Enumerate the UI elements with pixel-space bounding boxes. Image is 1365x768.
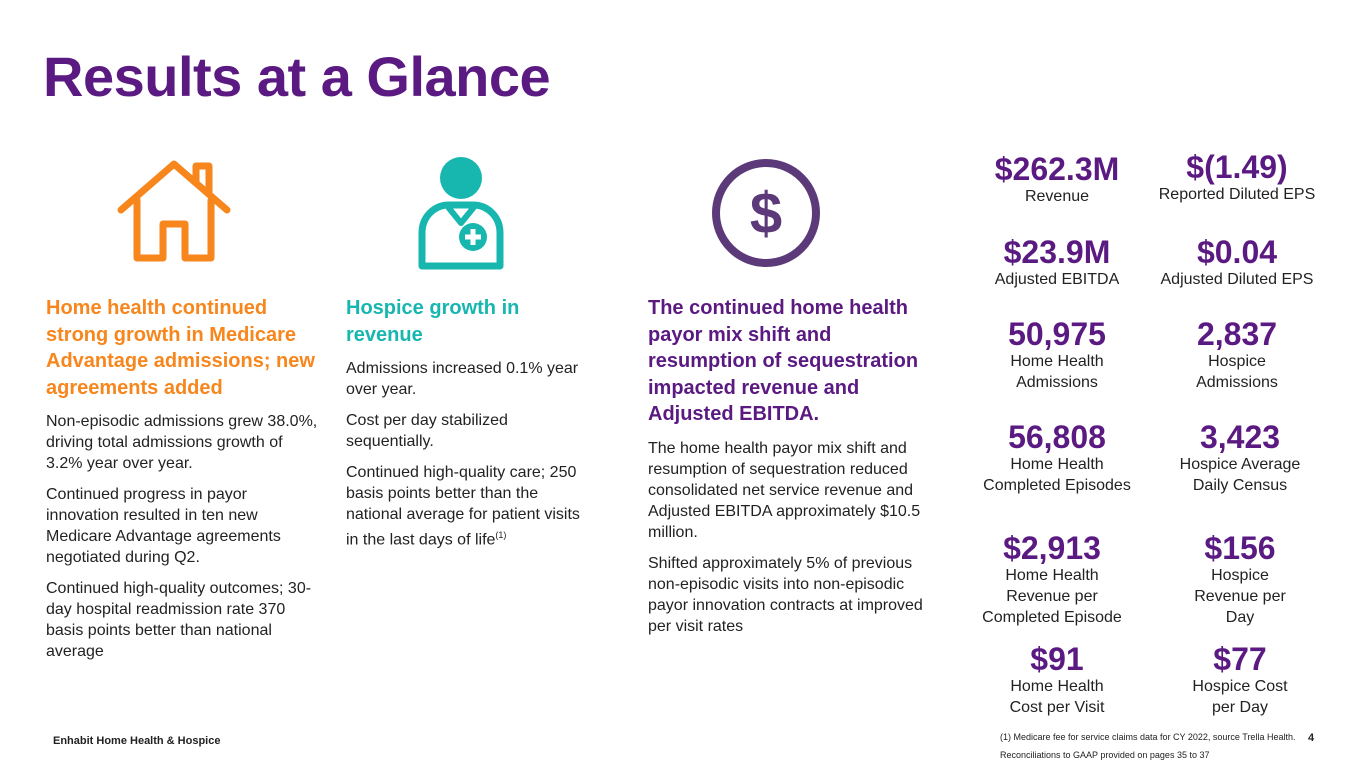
stat-value: $(1.49) (1186, 149, 1288, 185)
payor-mix-paragraph: The home health payor mix shift and resu… (648, 439, 921, 541)
stat-hh-rev-episode: $2,913 Home Health Revenue per Completed… (962, 531, 1142, 628)
home-health-heading: Home health continued strong growth in M… (46, 297, 315, 399)
hospice-heading: Hospice growth in revenue (346, 297, 520, 346)
footer-brand: Enhabit Home Health & Hospice (53, 735, 221, 747)
stat-hh-admissions: 50,975 Home Health Admissions (992, 317, 1122, 393)
footnote-source: (1) Medicare fee for service claims data… (1000, 732, 1296, 742)
stat-revenue: $262.3M Revenue (962, 152, 1152, 207)
stat-value: $0.04 (1196, 234, 1278, 270)
home-health-paragraph: Continued progress in payor innovation r… (46, 486, 281, 566)
stat-value: $23.9M (1003, 234, 1111, 270)
stat-value: 56,808 (1008, 419, 1106, 455)
stat-label: Hospice Cost per Day (1192, 678, 1288, 716)
stat-value: $2,913 (1003, 530, 1101, 566)
stat-hh-episodes: 56,808 Home Health Completed Episodes (962, 420, 1152, 496)
house-icon (117, 160, 231, 262)
footnote-marker: (1) (495, 530, 507, 540)
dollar-circle-icon: $ (712, 159, 820, 267)
stat-label: Hospice Revenue per Day (1194, 567, 1286, 626)
stat-value: $77 (1213, 641, 1267, 677)
stat-label: Home Health Admissions (1010, 353, 1104, 391)
stat-label: Hospice Average Daily Census (1179, 456, 1301, 494)
nurse-icon (418, 157, 504, 270)
stat-label: Revenue (1024, 188, 1090, 205)
payor-mix-heading: The continued home health payor mix shif… (648, 297, 919, 425)
home-health-paragraph: Non-episodic admissions grew 38.0%, driv… (46, 413, 318, 472)
hospice-quality-text: Continued high-quality care; 250 basis p… (346, 464, 580, 549)
stat-value: 2,837 (1196, 316, 1278, 352)
stat-label: Home Health Completed Episodes (983, 456, 1131, 494)
stat-hospice-rev-day: $156 Hospice Revenue per Day (1180, 531, 1300, 628)
stat-label: Home Health Cost per Visit (1009, 678, 1105, 716)
hospice-column: Hospice growth in revenue Admissions inc… (346, 295, 590, 560)
stat-label: Home Health Revenue per Completed Episod… (982, 567, 1122, 626)
stat-reported-eps: $(1.49) Reported Diluted EPS (1142, 150, 1332, 205)
footnote-reconciliation: Reconciliations to GAAP provided on page… (1000, 750, 1210, 760)
stat-hh-cost-visit: $91 Home Health Cost per Visit (992, 642, 1122, 718)
stat-label: Adjusted Diluted EPS (1160, 271, 1314, 288)
stat-value: $156 (1204, 530, 1276, 566)
page-title: Results at a Glance (43, 45, 551, 108)
hospice-paragraph: Continued high-quality care; 250 basis p… (346, 462, 590, 550)
stat-hospice-admissions: 2,837 Hospice Admissions (1177, 317, 1297, 393)
stat-label: Reported Diluted EPS (1158, 186, 1316, 203)
home-health-column: Home health continued strong growth in M… (46, 295, 322, 672)
stat-adj-ebitda: $23.9M Adjusted EBITDA (962, 235, 1152, 290)
stat-value: $262.3M (994, 151, 1120, 187)
hospice-paragraph: Cost per day stabilized sequentially. (346, 412, 508, 450)
stat-hospice-adc: 3,423 Hospice Average Daily Census (1160, 420, 1320, 496)
stat-value: 50,975 (1008, 316, 1106, 352)
home-health-paragraph: Continued high-quality outcomes; 30-day … (46, 580, 312, 660)
stat-adj-eps: $0.04 Adjusted Diluted EPS (1142, 235, 1332, 290)
page-number: 4 (1308, 732, 1315, 744)
hospice-paragraph: Admissions increased 0.1% year over year… (346, 360, 579, 398)
stat-label: Hospice Admissions (1196, 353, 1278, 391)
payor-mix-column: The continued home health payor mix shif… (648, 295, 924, 647)
stat-value: $91 (1030, 641, 1084, 677)
payor-mix-paragraph: Shifted approximately 5% of previous non… (648, 554, 923, 635)
stat-value: 3,423 (1199, 419, 1281, 455)
stat-label: Adjusted EBITDA (994, 271, 1120, 288)
stat-hospice-cost-day: $77 Hospice Cost per Day (1168, 642, 1312, 718)
svg-text:$: $ (750, 181, 782, 246)
